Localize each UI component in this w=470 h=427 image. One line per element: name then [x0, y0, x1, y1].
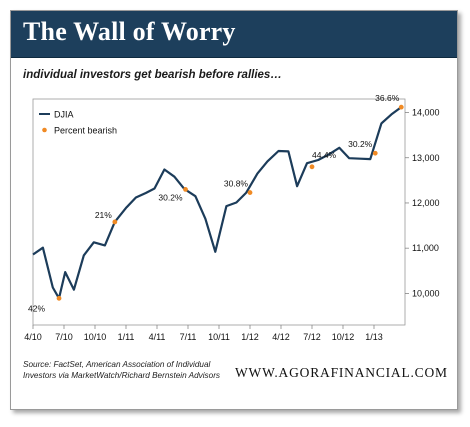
percent-bearish-marker	[183, 187, 188, 192]
percent-bearish-label: 30.2%	[158, 192, 183, 202]
percent-bearish-label: 44.4%	[312, 150, 337, 160]
x-tick-label: 1/12	[241, 332, 259, 342]
y-tick-label: 11,000	[412, 243, 439, 253]
y-tick-label: 13,000	[412, 153, 440, 163]
legend-label-percent-bearish: Percent bearish	[54, 126, 117, 136]
x-tick-label: 10/11	[208, 332, 230, 342]
page-title: The Wall of Worry	[23, 17, 236, 46]
axis-ticks: 4/10 7/10 10/10 1/11 4/11 7/11 10/11 1/12 4/12 7/…	[24, 108, 439, 342]
x-tick-label: 7/11	[180, 332, 197, 342]
legend: DJIA Percent bearish	[39, 110, 117, 136]
x-tick-label: 4/10	[24, 332, 42, 342]
percent-bearish-label: 36.6%	[375, 93, 400, 103]
series-layer: 42% 21% 30.2% 30.8% 44.4% 30.2% 36.6%	[28, 93, 404, 313]
percent-bearish-label: 30.2%	[348, 139, 373, 149]
percent-bearish-marker	[112, 219, 118, 225]
y-tick-label: 12,000	[412, 198, 440, 208]
legend-swatch-marker	[42, 127, 47, 133]
percent-bearish-marker	[398, 104, 404, 110]
percent-bearish-marker	[56, 295, 62, 301]
line-chart: 4/10 7/10 10/10 1/11 4/11 7/11 10/11 1/12 4/12 7/…	[24, 93, 439, 342]
website-url: WWW.AGORAFINANCIAL.COM	[235, 365, 448, 380]
percent-bearish-marker	[247, 190, 253, 195]
x-tick-label: 10/10	[84, 332, 107, 342]
y-tick-label: 14,000	[412, 108, 440, 118]
x-tick-label: 1/13	[365, 332, 383, 342]
x-tick-label: 7/10	[55, 332, 73, 342]
x-tick-label: 7/12	[303, 332, 321, 342]
source-note: Source: FactSet, American Association of…	[23, 360, 221, 380]
percent-bearish-marker	[309, 164, 315, 170]
percent-bearish-label: 42%	[28, 303, 45, 313]
percent-bearish-label: 30.8%	[224, 179, 249, 189]
percent-bearish-label: 21%	[95, 210, 112, 220]
djia-series-line	[32, 106, 402, 300]
header-banner: The Wall of Worry	[11, 11, 457, 58]
y-tick-label: 10,000	[412, 288, 440, 298]
chart-frame: The Wall of Worry individual investors g…	[10, 10, 458, 410]
x-tick-label: 4/11	[149, 332, 166, 342]
chart-subtitle: individual investors get bearish before …	[23, 69, 282, 81]
legend-label-djia: DJIA	[54, 110, 74, 120]
x-tick-label: 10/12	[332, 332, 355, 342]
x-tick-label: 4/12	[272, 332, 290, 342]
percent-bearish-marker	[372, 150, 378, 156]
x-tick-label: 1/11	[118, 332, 135, 342]
